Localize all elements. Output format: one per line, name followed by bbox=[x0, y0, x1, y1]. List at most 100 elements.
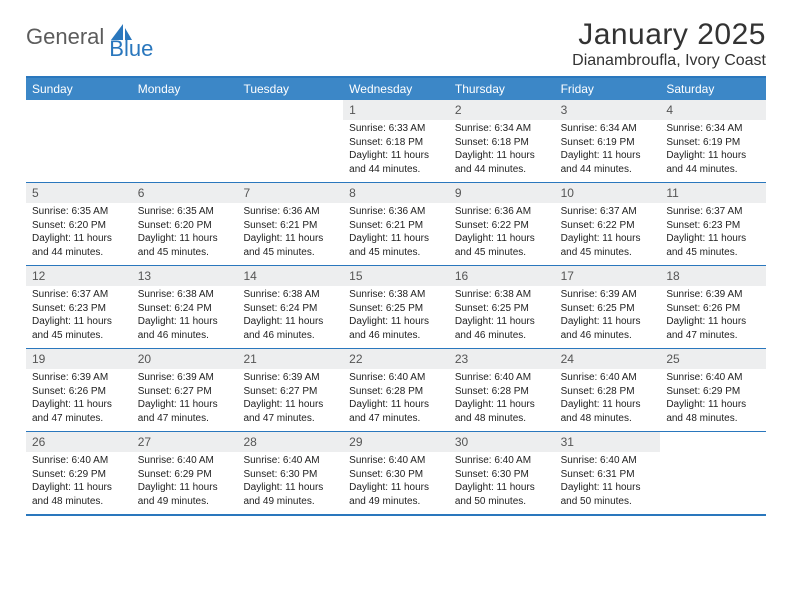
day-number: 27 bbox=[132, 432, 238, 452]
day-cell: 27Sunrise: 6:40 AMSunset: 6:29 PMDayligh… bbox=[132, 432, 238, 514]
day-number: 12 bbox=[26, 266, 132, 286]
day-number: 2 bbox=[449, 100, 555, 120]
daylight-text: Daylight: 11 hours and 47 minutes. bbox=[666, 315, 760, 342]
sunset-text: Sunset: 6:22 PM bbox=[455, 219, 549, 233]
daylight-text: Daylight: 11 hours and 47 minutes. bbox=[138, 398, 232, 425]
day-body: Sunrise: 6:39 AMSunset: 6:27 PMDaylight:… bbox=[132, 369, 238, 429]
week-row: 5Sunrise: 6:35 AMSunset: 6:20 PMDaylight… bbox=[26, 182, 766, 265]
sunrise-text: Sunrise: 6:40 AM bbox=[455, 454, 549, 468]
calendar-page: General Blue January 2025 Dianambroufla,… bbox=[0, 0, 792, 516]
day-body: Sunrise: 6:40 AMSunset: 6:30 PMDaylight:… bbox=[343, 452, 449, 512]
day-number: 17 bbox=[555, 266, 661, 286]
weekday-header: Tuesday bbox=[237, 78, 343, 100]
sunset-text: Sunset: 6:28 PM bbox=[561, 385, 655, 399]
day-number: 9 bbox=[449, 183, 555, 203]
weekday-header: Monday bbox=[132, 78, 238, 100]
sunset-text: Sunset: 6:30 PM bbox=[243, 468, 337, 482]
sunrise-text: Sunrise: 6:39 AM bbox=[138, 371, 232, 385]
sunrise-text: Sunrise: 6:38 AM bbox=[243, 288, 337, 302]
day-number: 22 bbox=[343, 349, 449, 369]
daylight-text: Daylight: 11 hours and 48 minutes. bbox=[32, 481, 126, 508]
day-body: Sunrise: 6:38 AMSunset: 6:24 PMDaylight:… bbox=[132, 286, 238, 346]
sunrise-text: Sunrise: 6:34 AM bbox=[666, 122, 760, 136]
day-body: Sunrise: 6:35 AMSunset: 6:20 PMDaylight:… bbox=[132, 203, 238, 263]
empty-day-cell bbox=[26, 100, 132, 182]
day-body: Sunrise: 6:39 AMSunset: 6:26 PMDaylight:… bbox=[660, 286, 766, 346]
day-body: Sunrise: 6:39 AMSunset: 6:25 PMDaylight:… bbox=[555, 286, 661, 346]
day-body: Sunrise: 6:36 AMSunset: 6:21 PMDaylight:… bbox=[237, 203, 343, 263]
day-cell: 26Sunrise: 6:40 AMSunset: 6:29 PMDayligh… bbox=[26, 432, 132, 514]
day-number: 26 bbox=[26, 432, 132, 452]
day-number: 6 bbox=[132, 183, 238, 203]
sunset-text: Sunset: 6:18 PM bbox=[455, 136, 549, 150]
daylight-text: Daylight: 11 hours and 45 minutes. bbox=[32, 315, 126, 342]
day-body: Sunrise: 6:36 AMSunset: 6:22 PMDaylight:… bbox=[449, 203, 555, 263]
day-cell: 18Sunrise: 6:39 AMSunset: 6:26 PMDayligh… bbox=[660, 266, 766, 348]
sunset-text: Sunset: 6:30 PM bbox=[455, 468, 549, 482]
daylight-text: Daylight: 11 hours and 44 minutes. bbox=[561, 149, 655, 176]
sunrise-text: Sunrise: 6:40 AM bbox=[32, 454, 126, 468]
day-number: 5 bbox=[26, 183, 132, 203]
sunrise-text: Sunrise: 6:35 AM bbox=[138, 205, 232, 219]
day-cell: 24 Sunrise: 6:40 AMSunset: 6:28 PMDayligh… bbox=[555, 349, 661, 431]
sunrise-text: Sunrise: 6:38 AM bbox=[455, 288, 549, 302]
empty-day-cell bbox=[660, 432, 766, 514]
sunrise-text: Sunrise: 6:39 AM bbox=[666, 288, 760, 302]
location-subtitle: Dianambroufla, Ivory Coast bbox=[572, 52, 766, 70]
day-body: Sunrise: 6:40 AMSunset: 6:29 PMDaylight:… bbox=[132, 452, 238, 512]
weekday-header: Wednesday bbox=[343, 78, 449, 100]
day-number: 24 bbox=[555, 349, 661, 369]
sunset-text: Sunset: 6:27 PM bbox=[138, 385, 232, 399]
sunrise-text: Sunrise: 6:38 AM bbox=[138, 288, 232, 302]
daylight-text: Daylight: 11 hours and 45 minutes. bbox=[455, 232, 549, 259]
day-cell: 22Sunrise: 6:40 AMSunset: 6:28 PMDayligh… bbox=[343, 349, 449, 431]
day-number: 19 bbox=[26, 349, 132, 369]
daylight-text: Daylight: 11 hours and 47 minutes. bbox=[349, 398, 443, 425]
day-cell: 25Sunrise: 6:40 AMSunset: 6:29 PMDayligh… bbox=[660, 349, 766, 431]
daylight-text: Daylight: 11 hours and 48 minutes. bbox=[455, 398, 549, 425]
day-cell: 13Sunrise: 6:38 AMSunset: 6:24 PMDayligh… bbox=[132, 266, 238, 348]
daylight-text: Daylight: 11 hours and 45 minutes. bbox=[243, 232, 337, 259]
day-body: Sunrise: 6:40 AMSunset: 6:28 PMDaylight:… bbox=[449, 369, 555, 429]
day-number: 13 bbox=[132, 266, 238, 286]
daylight-text: Daylight: 11 hours and 44 minutes. bbox=[349, 149, 443, 176]
daylight-text: Daylight: 11 hours and 48 minutes. bbox=[561, 398, 655, 425]
day-cell: 9Sunrise: 6:36 AMSunset: 6:22 PMDaylight… bbox=[449, 183, 555, 265]
day-body: Sunrise: 6:34 AMSunset: 6:19 PMDaylight:… bbox=[555, 120, 661, 180]
month-title: January 2025 bbox=[572, 18, 766, 52]
sunrise-text: Sunrise: 6:40 AM bbox=[243, 454, 337, 468]
daylight-text: Daylight: 11 hours and 47 minutes. bbox=[32, 398, 126, 425]
day-number: 25 bbox=[660, 349, 766, 369]
day-body: Sunrise: 6:38 AMSunset: 6:25 PMDaylight:… bbox=[449, 286, 555, 346]
sunset-text: Sunset: 6:26 PM bbox=[666, 302, 760, 316]
sunset-text: Sunset: 6:18 PM bbox=[349, 136, 443, 150]
day-cell: 29Sunrise: 6:40 AMSunset: 6:30 PMDayligh… bbox=[343, 432, 449, 514]
day-number: 21 bbox=[237, 349, 343, 369]
sunset-text: Sunset: 6:31 PM bbox=[561, 468, 655, 482]
day-cell: 11Sunrise: 6:37 AMSunset: 6:23 PMDayligh… bbox=[660, 183, 766, 265]
sunrise-text: Sunrise: 6:40 AM bbox=[666, 371, 760, 385]
day-body: Sunrise: 6:40 AMSunset: 6:30 PMDaylight:… bbox=[449, 452, 555, 512]
sunrise-text: Sunrise: 6:37 AM bbox=[32, 288, 126, 302]
sunset-text: Sunset: 6:25 PM bbox=[349, 302, 443, 316]
sunset-text: Sunset: 6:21 PM bbox=[349, 219, 443, 233]
daylight-text: Daylight: 11 hours and 45 minutes. bbox=[666, 232, 760, 259]
weekday-header: Thursday bbox=[449, 78, 555, 100]
sunrise-text: Sunrise: 6:40 AM bbox=[561, 371, 655, 385]
day-cell: 28Sunrise: 6:40 AMSunset: 6:30 PMDayligh… bbox=[237, 432, 343, 514]
sunset-text: Sunset: 6:20 PM bbox=[138, 219, 232, 233]
day-number: 20 bbox=[132, 349, 238, 369]
day-body: Sunrise: 6:37 AMSunset: 6:22 PMDaylight:… bbox=[555, 203, 661, 263]
day-number: 29 bbox=[343, 432, 449, 452]
sunrise-text: Sunrise: 6:39 AM bbox=[32, 371, 126, 385]
day-body: Sunrise: 6:37 AMSunset: 6:23 PMDaylight:… bbox=[660, 203, 766, 263]
daylight-text: Daylight: 11 hours and 45 minutes. bbox=[561, 232, 655, 259]
day-cell: 17Sunrise: 6:39 AMSunset: 6:25 PMDayligh… bbox=[555, 266, 661, 348]
weeks-container: 1Sunrise: 6:33 AMSunset: 6:18 PMDaylight… bbox=[26, 100, 766, 514]
daylight-text: Daylight: 11 hours and 49 minutes. bbox=[138, 481, 232, 508]
day-cell: 8Sunrise: 6:36 AMSunset: 6:21 PMDaylight… bbox=[343, 183, 449, 265]
sunrise-text: Sunrise: 6:36 AM bbox=[349, 205, 443, 219]
day-cell: 12Sunrise: 6:37 AMSunset: 6:23 PMDayligh… bbox=[26, 266, 132, 348]
daylight-text: Daylight: 11 hours and 46 minutes. bbox=[455, 315, 549, 342]
sunrise-text: Sunrise: 6:40 AM bbox=[561, 454, 655, 468]
